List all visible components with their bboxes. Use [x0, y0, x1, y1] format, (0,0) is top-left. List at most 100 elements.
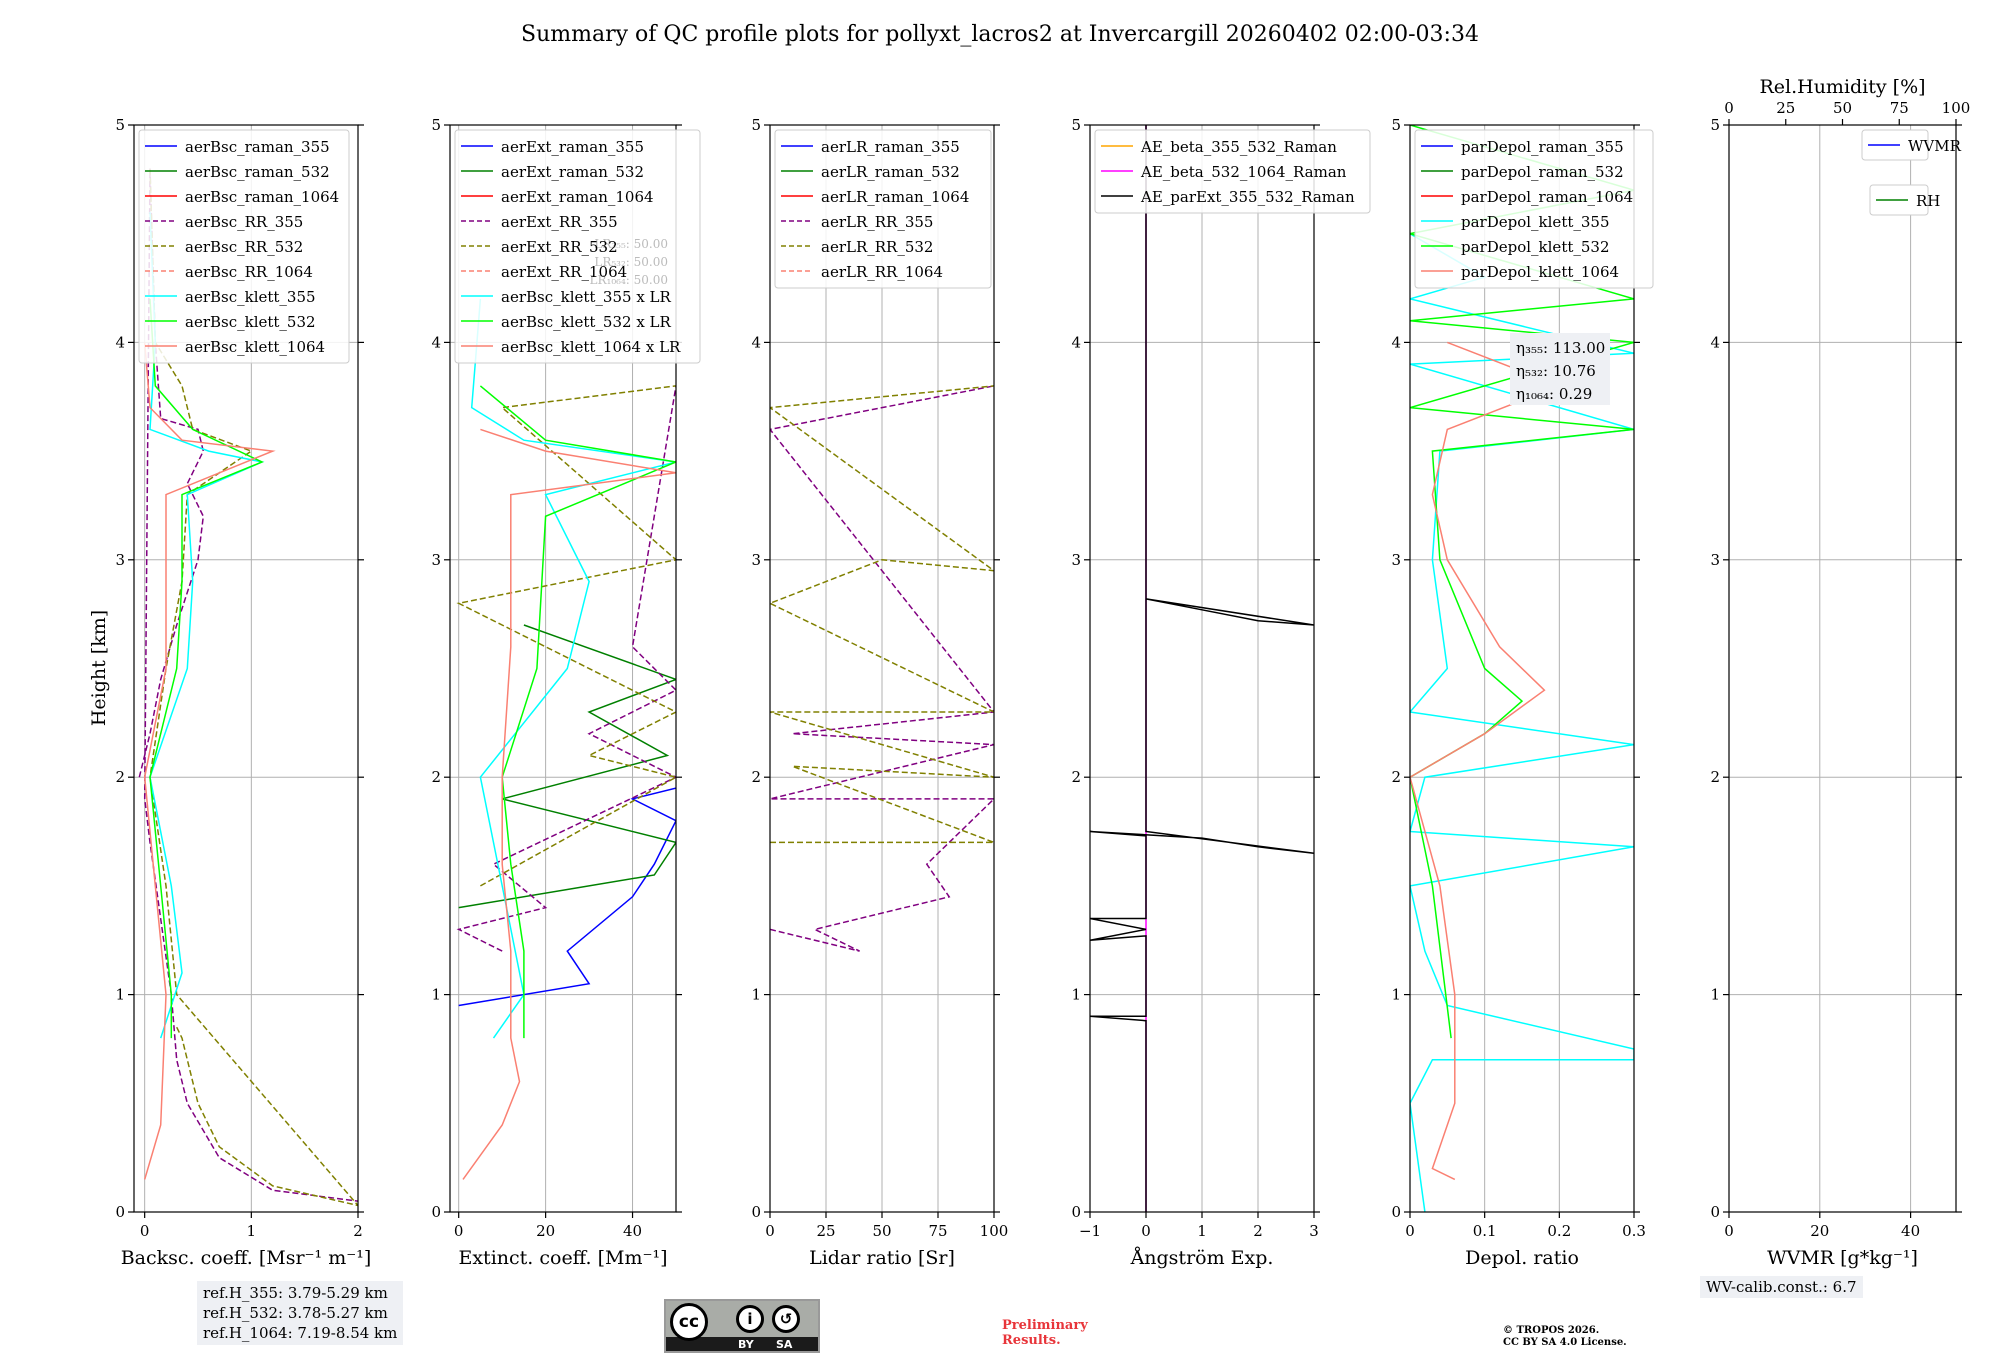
y-tick-label: 5	[751, 116, 761, 134]
legend-label-parDepol_klett_532: parDepol_klett_532	[1461, 238, 1610, 256]
series-line-aerExt_raman_355	[458, 787, 676, 1007]
y-tick-label: 0	[1391, 1203, 1401, 1221]
figure-title: Summary of QC profile plots for pollyxt_…	[521, 22, 1479, 47]
legend-label-aerLR_raman_355: aerLR_raman_355	[821, 138, 960, 156]
y-tick-label: 4	[1071, 333, 1081, 351]
wv-calibration-box: WV-calib.const.: 6.7	[1700, 1276, 1863, 1298]
y-tick-label: 2	[431, 768, 441, 786]
x-tick-label: 0	[1141, 1222, 1151, 1240]
y-tick-label: 0	[1710, 1203, 1720, 1221]
cc-by-label: BY	[738, 1338, 754, 1351]
series-line-aerBsc_klett_532	[149, 298, 264, 1039]
legend-label-RH: RH	[1916, 192, 1940, 210]
x-tick-label: 100	[980, 1222, 1009, 1240]
axes-frame	[1409, 124, 1635, 1213]
x-axis-label: Lidar ratio [Sr]	[809, 1247, 955, 1269]
legend-label-parDepol_raman_355: parDepol_raman_355	[1461, 138, 1624, 156]
y-tick-label: 0	[431, 1203, 441, 1221]
series-line-aerBsc_RR_355	[138, 168, 358, 1202]
top-x-tick-label: 0	[1724, 99, 1734, 117]
legend-label-aerLR_RR_532: aerLR_RR_532	[821, 238, 933, 256]
legend-label-AE_beta_355_532_Raman: AE_beta_355_532_Raman	[1140, 138, 1337, 156]
y-tick-label: 5	[1710, 116, 1720, 134]
share-alike-icon: ↺	[772, 1305, 800, 1333]
legend-label-WVMR: WVMR	[1908, 137, 1962, 155]
legend-box	[1414, 129, 1654, 289]
x-axis-label: Ångström Exp.	[1130, 1247, 1274, 1269]
y-tick-label: 4	[431, 333, 441, 351]
series-line-AE_parExt_355_532_Raman	[1090, 125, 1314, 1212]
series-line-aerBsc_klett_532 x LR	[479, 385, 676, 1039]
y-tick-label: 4	[751, 333, 761, 351]
legend-label-aerBsc_raman_1064: aerBsc_raman_1064	[185, 188, 339, 206]
copyright-line-1: © TROPOS 2026.	[1503, 1325, 1600, 1336]
legend-box	[138, 129, 350, 364]
y-tick-label: 5	[1391, 116, 1401, 134]
y-tick-label: 5	[115, 116, 125, 134]
y-tick-label: 0	[115, 1203, 125, 1221]
panel-1	[128, 124, 364, 1218]
y-tick-label: 5	[1071, 116, 1081, 134]
series-line-aerExt_RR_355	[456, 385, 676, 952]
x-tick-label: 0	[1724, 1222, 1734, 1240]
legend-label-parDepol_klett_1064: parDepol_klett_1064	[1461, 263, 1619, 281]
panel-4	[1084, 124, 1371, 1218]
series-line-aerBsc_klett_1064	[143, 342, 276, 1180]
faint-lidar-ratio-label: LR₃₅₅: 50.00	[594, 237, 668, 251]
preliminary-results-note: Preliminary Results.	[1002, 1318, 1122, 1348]
legend-label-aerBsc_klett_1064 x LR: aerBsc_klett_1064 x LR	[501, 338, 681, 356]
y-tick-label: 3	[1710, 551, 1720, 569]
legend-box	[1094, 129, 1371, 214]
legend-label-aerBsc_RR_1064: aerBsc_RR_1064	[185, 263, 313, 281]
eta-annotation: η₃₅₅: 113.00	[1516, 339, 1605, 357]
series-line-aerLR_RR_355	[770, 385, 994, 952]
panel-6	[1723, 119, 1962, 1218]
x-tick-label: 0	[765, 1222, 775, 1240]
legend-label-aerBsc_klett_1064: aerBsc_klett_1064	[185, 338, 325, 356]
legend-label-aerLR_raman_532: aerLR_raman_532	[821, 163, 960, 181]
x-tick-label: 25	[816, 1222, 835, 1240]
legend-box	[774, 129, 992, 289]
top-x-tick-label: 50	[1833, 99, 1852, 117]
y-tick-label: 3	[1071, 551, 1081, 569]
x-tick-label: 20	[1810, 1222, 1829, 1240]
cc-sa-label: SA	[776, 1338, 793, 1351]
legend-label-aerLR_RR_355: aerLR_RR_355	[821, 213, 933, 231]
x-tick-label: 0	[454, 1222, 464, 1240]
y-tick-label: 3	[431, 551, 441, 569]
x-tick-label: 0.1	[1473, 1222, 1497, 1240]
faint-lidar-ratio-label: LR₁₀₆₄: 50.00	[590, 273, 668, 287]
legend-label-parDepol_raman_1064: parDepol_raman_1064	[1461, 188, 1633, 206]
legend-label-aerBsc_klett_355 x LR: aerBsc_klett_355 x LR	[501, 288, 672, 306]
copyright-note: © TROPOS 2026. CC BY SA 4.0 License.	[1503, 1325, 1703, 1349]
series-line-aerBsc_klett_1064 x LR	[462, 428, 676, 1180]
legend-label-aerExt_raman_532: aerExt_raman_532	[501, 163, 644, 181]
cc-logo-icon: cc	[670, 1303, 708, 1341]
x-tick-label: 0	[140, 1222, 150, 1240]
series-line-aerExt_raman_532	[458, 624, 676, 909]
legend-label-aerBsc_klett_355: aerBsc_klett_355	[185, 288, 316, 306]
y-tick-label: 4	[115, 333, 125, 351]
legend-label-aerBsc_raman_355: aerBsc_raman_355	[185, 138, 330, 156]
top-x-tick-label: 25	[1776, 99, 1795, 117]
y-tick-label: 2	[115, 768, 125, 786]
x-tick-label: 1	[1197, 1222, 1207, 1240]
top-x-tick-label: 75	[1890, 99, 1909, 117]
eta-annotation-box	[1510, 333, 1610, 405]
legend-label-aerExt_RR_1064: aerExt_RR_1064	[501, 263, 627, 281]
axes-frame	[449, 124, 677, 1213]
series-line-parDepol_klett_1064	[1410, 341, 1562, 1181]
cc-license-badge: cc i ↺ BY SA	[664, 1299, 820, 1353]
reference-height-box: ref.H_355: 3.79-5.29 km ref.H_532: 3.78-…	[197, 1281, 404, 1345]
x-tick-label: 3	[1309, 1222, 1319, 1240]
preliminary-line-2: Results.	[1002, 1333, 1061, 1348]
legend-label-parDepol_raman_532: parDepol_raman_532	[1461, 163, 1624, 181]
legend-label-parDepol_klett_355: parDepol_klett_355	[1461, 213, 1610, 231]
y-tick-label: 1	[431, 986, 441, 1004]
legend-label-aerBsc_raman_532: aerBsc_raman_532	[185, 163, 330, 181]
legend-label-AE_parExt_355_532_Raman: AE_parExt_355_532_Raman	[1140, 188, 1355, 206]
x-axis-label: WVMR [g*kg⁻¹]	[1767, 1247, 1918, 1269]
y-tick-label: 0	[751, 1203, 761, 1221]
axes-frame	[1728, 124, 1957, 1213]
legend-label-aerBsc_klett_532 x LR: aerBsc_klett_532 x LR	[501, 313, 672, 331]
